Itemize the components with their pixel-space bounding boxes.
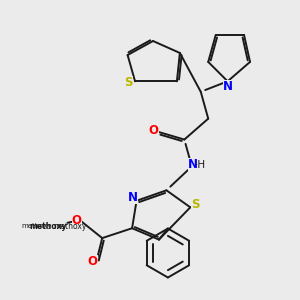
Text: methoxy: methoxy — [30, 222, 67, 231]
Text: S: S — [124, 76, 133, 89]
Text: O: O — [148, 124, 159, 137]
Text: N: N — [188, 158, 198, 170]
Text: N: N — [128, 191, 138, 204]
Text: methoxy: methoxy — [21, 223, 52, 229]
Text: S: S — [191, 198, 200, 211]
Text: ·H: ·H — [195, 160, 206, 170]
Text: O: O — [72, 214, 82, 227]
Text: N: N — [223, 80, 232, 93]
Text: methoxy: methoxy — [53, 222, 86, 231]
Text: O: O — [88, 256, 98, 268]
